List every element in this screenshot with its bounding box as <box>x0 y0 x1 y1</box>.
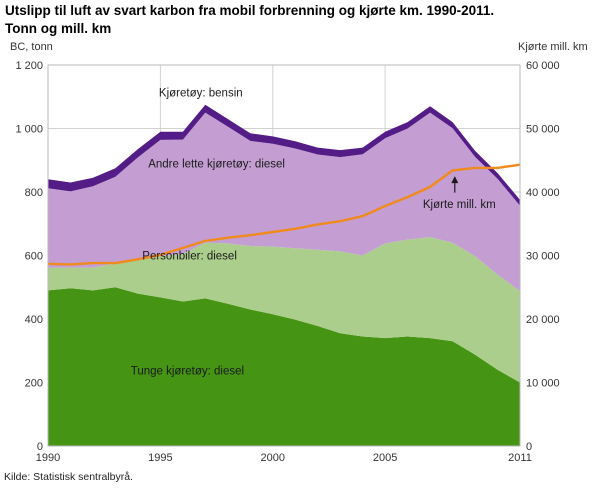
area-tunge-kj-ret-y-diesel <box>48 287 520 446</box>
right-axis-tick-label: 10 000 <box>526 378 560 390</box>
right-axis-tick-label: 50 000 <box>526 124 560 136</box>
left-axis-tick-label: 400 <box>25 314 43 326</box>
series-label-kj-rte-mill-km: Kjørte mill. km <box>423 199 496 211</box>
chart-title-line1: Utslipp til luft av svart karbon fra mob… <box>5 3 495 18</box>
series-label-kj-ret-y-bensin: Kjøretøy: bensin <box>159 88 243 100</box>
x-axis-tick-label: 1990 <box>36 452 60 464</box>
x-axis-tick-label: 2005 <box>373 452 397 464</box>
series-label-personbiler-diesel: Personbiler: diesel <box>142 251 237 263</box>
series-label-tunge-kj-ret-y-diesel: Tunge kjøretøy: diesel <box>131 365 244 377</box>
chart-title: Utslipp til luft av svart karbon fra mob… <box>5 2 605 38</box>
x-axis-tick-label: 2011 <box>508 452 532 464</box>
left-axis-tick-label: 800 <box>25 187 43 199</box>
series-label-andre-lette-kj-ret-y-diesel: Andre lette kjøretøy: diesel <box>148 158 285 170</box>
left-axis-tick-label: 0 <box>37 441 43 453</box>
left-axis-tick-label: 600 <box>25 251 43 263</box>
area-andre-lette-kj-ret-y-diesel <box>48 112 520 292</box>
left-axis-title: BC, tonn <box>10 41 53 53</box>
right-axis-tick-label: 20 000 <box>526 314 560 326</box>
x-axis-tick-label: 1995 <box>148 452 172 464</box>
source-note: Kilde: Statistisk sentralbyrå. <box>4 471 133 483</box>
area-kj-ret-y-bensin <box>48 104 520 206</box>
right-axis-title: Kjørte mill. km <box>518 41 588 53</box>
left-axis-tick-label: 1 000 <box>15 124 43 136</box>
right-axis-tick-label: 30 000 <box>526 251 560 263</box>
x-axis-tick-label: 2000 <box>261 452 285 464</box>
area-personbiler-diesel <box>48 237 520 383</box>
annotation-arrowhead <box>451 176 459 184</box>
right-axis-tick-label: 40 000 <box>526 187 560 199</box>
plot-border <box>47 64 521 447</box>
line-kj-rte-mill-km <box>47 163 521 266</box>
chart-title-line2: Tonn og mill. km <box>5 20 112 36</box>
left-axis-tick-label: 200 <box>25 378 43 390</box>
right-axis-tick-label: 0 <box>526 441 532 453</box>
right-axis-tick-label: 60 000 <box>526 60 560 72</box>
left-axis-tick-label: 1 200 <box>15 60 43 72</box>
